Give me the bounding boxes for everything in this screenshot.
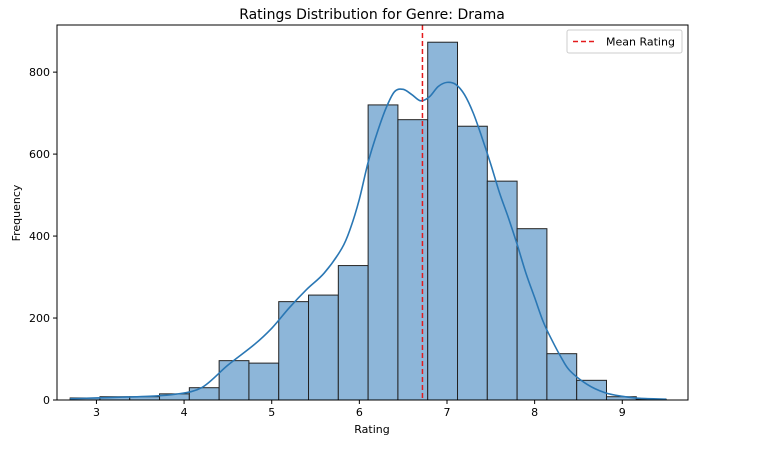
y-tick-label: 800 <box>29 66 50 79</box>
histogram-bar <box>188 387 220 401</box>
histogram-bar <box>218 360 250 401</box>
x-tick-label: 9 <box>619 406 626 419</box>
kde-curve <box>70 81 667 400</box>
histogram-bar <box>337 265 369 401</box>
x-tick-label: 4 <box>181 406 188 419</box>
y-tick-label: 0 <box>43 394 50 407</box>
y-tick-label: 200 <box>29 312 50 325</box>
histogram-bar <box>576 379 607 401</box>
plot-frame <box>56 24 689 401</box>
histogram-bar <box>486 180 518 401</box>
x-tick-label: 6 <box>356 406 363 419</box>
histogram-bar <box>397 119 429 401</box>
y-axis-label: Frequency <box>10 184 23 241</box>
y-tick-label: 600 <box>29 148 50 161</box>
x-axis-label: Rating <box>354 423 389 436</box>
x-tick-label: 8 <box>531 406 538 419</box>
histogram-bar <box>546 353 578 401</box>
y-axis: 0 200 400 600 800 <box>29 66 57 407</box>
bars-layer <box>69 41 667 401</box>
chart-title: Ratings Distribution for Genre: Drama <box>239 7 505 23</box>
y-tick-label: 400 <box>29 230 50 243</box>
histogram-bar <box>278 301 310 401</box>
kde-layer <box>70 81 667 400</box>
histogram-bar <box>516 228 548 401</box>
legend: Mean Rating <box>566 29 683 54</box>
legend-mean-label: Mean Rating <box>606 36 675 49</box>
histogram-bar <box>457 125 488 401</box>
histogram-bar <box>308 294 339 401</box>
x-axis: 3 4 5 6 7 8 9 <box>93 400 626 419</box>
histogram-bar <box>427 41 459 401</box>
legend-box <box>566 29 683 54</box>
histogram-bar <box>248 362 280 401</box>
x-tick-label: 7 <box>443 406 450 419</box>
x-tick-label: 5 <box>268 406 275 419</box>
x-tick-label: 3 <box>93 406 100 419</box>
